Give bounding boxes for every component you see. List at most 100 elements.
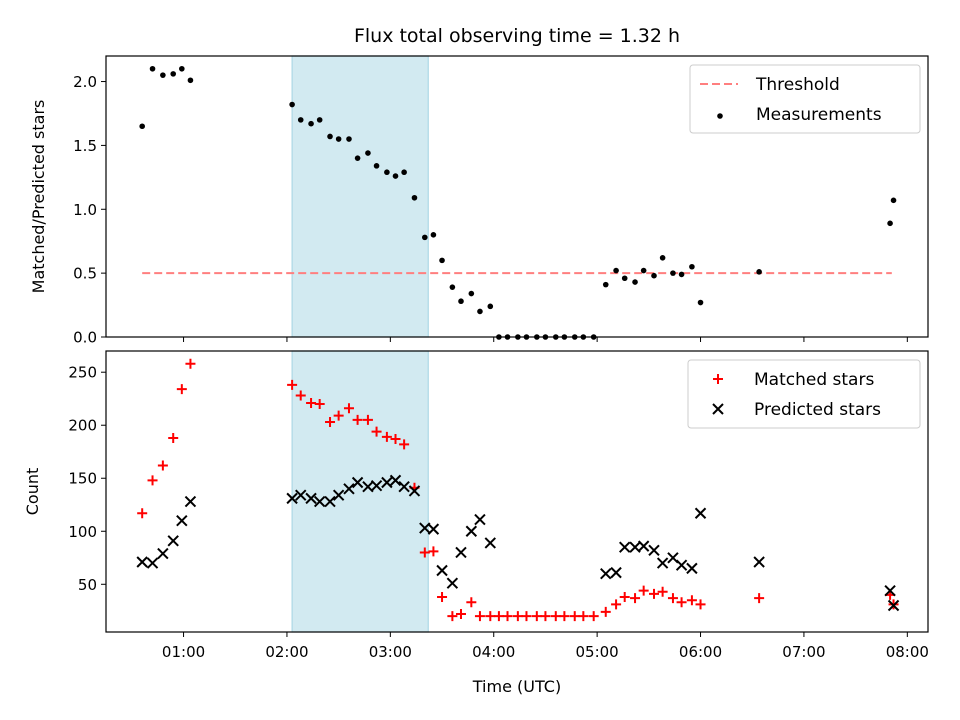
- matched-point: [137, 508, 148, 519]
- predicted-point: [351, 476, 364, 489]
- measurement-point: [316, 117, 323, 123]
- y-tick-label: 1.0: [73, 201, 97, 219]
- x-tick-label: 06:00: [679, 643, 722, 661]
- legend-label: Matched stars: [754, 370, 874, 390]
- matched-point: [686, 595, 697, 606]
- x-tick-label: 04:00: [472, 643, 515, 661]
- y-tick-label: 1.5: [73, 137, 97, 155]
- predicted-point: [686, 562, 698, 575]
- legend-label: Predicted stars: [754, 400, 881, 420]
- matched-point: [419, 547, 430, 558]
- predicted-point: [381, 476, 393, 489]
- measurement-point: [468, 290, 475, 297]
- matched-point: [611, 599, 622, 610]
- panel-ratio: 0.0 0.5 1.0 1.5 2.0 Threshold Measurements: [73, 55, 929, 347]
- predicted-point: [332, 489, 345, 501]
- y-tick-label: 0.0: [73, 329, 97, 347]
- predicted-point: [600, 567, 612, 580]
- measurement-point: [160, 72, 166, 78]
- legend-matched-handle: [713, 374, 723, 384]
- series-dot: [139, 65, 897, 340]
- measurement-point: [689, 263, 695, 270]
- predicted-point: [884, 584, 896, 597]
- measurement-point: [384, 169, 390, 176]
- matched-point: [168, 432, 179, 443]
- predicted-point: [370, 479, 383, 492]
- matched-point: [695, 599, 706, 610]
- legend: Threshold Measurements: [689, 64, 921, 134]
- measurement-point: [354, 155, 361, 161]
- panel-counts: 50 100 150 200 250 01:00 02:00 03:00 04:00 05:00 0…: [68, 350, 929, 661]
- matched-point: [437, 592, 448, 603]
- matched-point: [147, 475, 158, 486]
- plot-layer: 0.0 0.5 1.0 1.5 2.0 Threshold Measurements 50 10…: [68, 55, 929, 661]
- measurement-point: [477, 308, 483, 315]
- measurement-point: [346, 136, 352, 142]
- matched-point: [428, 546, 439, 557]
- matched-point: [630, 593, 641, 604]
- measurement-point: [487, 303, 494, 310]
- matched-point: [447, 611, 458, 622]
- measurement-point: [697, 299, 704, 306]
- matched-point: [588, 611, 599, 622]
- matched-point: [371, 426, 382, 437]
- measurement-point: [422, 234, 428, 241]
- legend-box: [689, 64, 921, 134]
- predicted-point: [184, 495, 197, 508]
- predicted-point: [656, 557, 669, 569]
- predicted-point: [694, 507, 707, 519]
- predicted-point: [465, 525, 478, 537]
- matched-point: [466, 597, 477, 608]
- matched-point: [485, 611, 496, 622]
- observing-interval-band: [291, 55, 429, 338]
- matched-point: [667, 593, 678, 604]
- predicted-point: [637, 540, 650, 552]
- series-plus: [137, 358, 899, 622]
- legend: Matched stars Predicted stars: [687, 359, 921, 429]
- matched-point: [559, 611, 570, 622]
- predicted-point: [474, 513, 486, 526]
- measurement-point: [149, 65, 156, 72]
- predicted-point: [295, 489, 307, 501]
- measurement-point: [670, 270, 676, 276]
- matched-point: [157, 460, 168, 471]
- measurement-point: [327, 133, 333, 140]
- measurement-point: [401, 169, 407, 176]
- predicted-point: [887, 599, 900, 612]
- measurement-point: [458, 298, 464, 305]
- predicted-point: [398, 481, 410, 493]
- measurement-point: [411, 194, 418, 201]
- matched-point: [295, 390, 306, 401]
- measurement-point: [621, 275, 628, 282]
- measurement-point: [170, 71, 177, 77]
- y-tick-label: 50: [78, 576, 97, 594]
- predicted-point: [455, 546, 467, 559]
- matched-point: [390, 434, 401, 445]
- measurement-point: [179, 65, 185, 72]
- x-tick-label: 07:00: [782, 643, 825, 661]
- matched-point: [619, 592, 630, 603]
- y-tick-label: 100: [68, 523, 97, 541]
- predicted-point: [648, 544, 660, 557]
- matched-point: [325, 417, 336, 428]
- predicted-point: [343, 483, 355, 495]
- matched-point: [333, 410, 344, 421]
- matched-point: [540, 611, 551, 622]
- measurement-point: [392, 173, 399, 179]
- matched-point: [638, 585, 649, 596]
- x-tick-label: 01:00: [162, 643, 205, 661]
- matched-point: [493, 611, 504, 622]
- matched-point: [550, 611, 561, 622]
- measurement-point: [890, 197, 897, 204]
- matched-point: [343, 403, 354, 414]
- series-x: [136, 474, 900, 612]
- measurement-point: [430, 232, 437, 238]
- measurement-point: [297, 117, 304, 123]
- predicted-point: [484, 537, 496, 549]
- measurement-point: [439, 257, 445, 264]
- x-tick-label: 05:00: [576, 643, 619, 661]
- measurement-point: [373, 163, 380, 169]
- measurement-point: [365, 150, 371, 156]
- matched-point: [176, 384, 187, 395]
